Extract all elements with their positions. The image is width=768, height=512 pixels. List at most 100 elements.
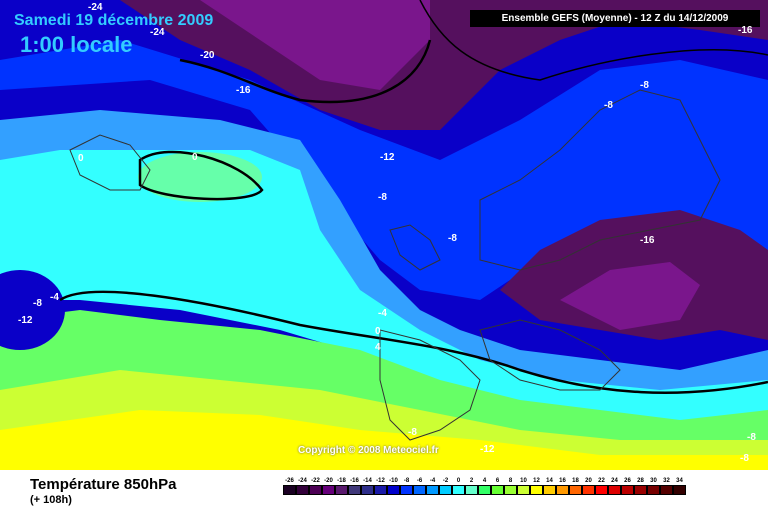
legend-tick-label: -6 xyxy=(416,478,423,484)
legend-swatch xyxy=(439,485,452,495)
legend-tick-label: 8 xyxy=(508,478,513,484)
contour-label: -8 xyxy=(747,432,756,443)
forecast-offset: (+ 108h) xyxy=(30,494,72,506)
legend-cell: 22 xyxy=(595,477,608,495)
yellow-zone xyxy=(0,410,768,470)
legend-cell: -12 xyxy=(374,477,387,495)
legend-tick-label: -24 xyxy=(298,478,307,484)
minus20-isotherm xyxy=(179,39,432,104)
legend-cell: 34 xyxy=(673,477,686,495)
legend-tick-label: 32 xyxy=(663,478,670,484)
contour-label: -4 xyxy=(50,292,59,303)
legend-tick-label: 16 xyxy=(559,478,566,484)
contour-label: 4 xyxy=(375,342,381,353)
contour-label: -8 xyxy=(740,453,749,464)
legend-cell: 12 xyxy=(530,477,543,495)
legend-cell: -16 xyxy=(348,477,361,495)
contour-label: -8 xyxy=(448,233,457,244)
legend-swatch xyxy=(296,485,309,495)
coastline-iberia xyxy=(379,329,481,441)
legend-tick-label: 22 xyxy=(598,478,605,484)
legend-tick-label: 6 xyxy=(495,478,500,484)
legend-swatch xyxy=(335,485,348,495)
legend-swatch xyxy=(452,485,465,495)
legend-swatch xyxy=(361,485,374,495)
legend-swatch xyxy=(660,485,673,495)
contour-label: -8 xyxy=(378,192,387,203)
legend-tick-label: 10 xyxy=(520,478,527,484)
contour-label: -20 xyxy=(200,50,215,61)
contour-label: 0 xyxy=(375,326,381,337)
contour-label: -16 xyxy=(738,25,753,36)
legend-cell: 6 xyxy=(491,477,504,495)
color-legend: -26 -24 -22 -20 -18 -16 -14 -12 -10 -8 -6 -4 -2 0 2 4 6 8… xyxy=(283,477,686,495)
legend-swatch xyxy=(582,485,595,495)
legend-tick-label: -2 xyxy=(442,478,449,484)
coastline-uk xyxy=(389,224,441,271)
model-header: Ensemble GEFS (Moyenne) - 12 Z du 14/12/… xyxy=(470,10,760,27)
legend-cell: -6 xyxy=(413,477,426,495)
variable-title: Température 850hPa xyxy=(30,476,177,493)
legend-cell: 0 xyxy=(452,477,465,495)
footer: Température 850hPa (+ 108h) -26 -24 -22 -20… xyxy=(0,470,768,512)
contour-label: -16 xyxy=(640,235,655,246)
legend-swatch xyxy=(595,485,608,495)
temperature-map: Samedi 19 décembre 2009 1:00 locale Ense… xyxy=(0,0,768,470)
legend-tick-label: -14 xyxy=(363,478,372,484)
legend-swatch xyxy=(543,485,556,495)
legend-tick-label: 30 xyxy=(650,478,657,484)
cold-pool-core xyxy=(560,262,700,330)
coldest-zone-north xyxy=(200,0,430,90)
legend-cell: 16 xyxy=(556,477,569,495)
legend-cell: 26 xyxy=(621,477,634,495)
legend-swatch xyxy=(322,485,335,495)
contour-label: 0 xyxy=(192,152,198,163)
legend-tick-label: 26 xyxy=(624,478,631,484)
legend-tick-label: -8 xyxy=(403,478,410,484)
contour-label: 0 xyxy=(78,153,84,164)
contour-label: -12 xyxy=(480,444,495,455)
legend-cell: 2 xyxy=(465,477,478,495)
legend-swatch xyxy=(413,485,426,495)
coastline-greenland xyxy=(69,134,151,191)
coastline-scandinavia xyxy=(479,89,721,271)
legend-cell: -14 xyxy=(361,477,374,495)
legend-cell: 14 xyxy=(543,477,556,495)
legend-swatch xyxy=(530,485,543,495)
legend-tick-label: -10 xyxy=(389,478,398,484)
legend-swatch xyxy=(478,485,491,495)
contour-label: -16 xyxy=(236,85,251,96)
contour-label: -12 xyxy=(380,152,395,163)
legend-cell: 18 xyxy=(569,477,582,495)
contour-label: -8 xyxy=(408,427,417,438)
greenland-warm-patch xyxy=(138,152,262,202)
zero-isotherm-main xyxy=(59,290,768,394)
date-label: Samedi 19 décembre 2009 xyxy=(14,12,214,29)
legend-tick-label: -12 xyxy=(376,478,385,484)
contour-label: -8 xyxy=(33,298,42,309)
contour-label: -24 xyxy=(150,27,165,38)
time-label: 1:00 locale xyxy=(20,32,133,57)
legend-cell: -18 xyxy=(335,477,348,495)
legend-cell: -8 xyxy=(400,477,413,495)
legend-swatch xyxy=(309,485,322,495)
legend-swatch xyxy=(400,485,413,495)
map-canvas xyxy=(0,0,768,470)
legend-swatch xyxy=(517,485,530,495)
legend-cell: 8 xyxy=(504,477,517,495)
legend-tick-label: 24 xyxy=(611,478,618,484)
legend-swatch xyxy=(634,485,647,495)
legend-swatch xyxy=(608,485,621,495)
legend-tick-label: -22 xyxy=(311,478,320,484)
legend-tick-label: 2 xyxy=(469,478,474,484)
legend-swatch xyxy=(491,485,504,495)
cyan-zone xyxy=(0,150,768,440)
legend-swatch xyxy=(283,485,296,495)
legend-tick-label: -16 xyxy=(350,478,359,484)
legend-cell: 24 xyxy=(608,477,621,495)
contour-label: -8 xyxy=(604,100,613,111)
legend-tick-label: -18 xyxy=(337,478,346,484)
legend-swatch xyxy=(348,485,361,495)
legend-swatch xyxy=(569,485,582,495)
legend-swatch xyxy=(387,485,400,495)
